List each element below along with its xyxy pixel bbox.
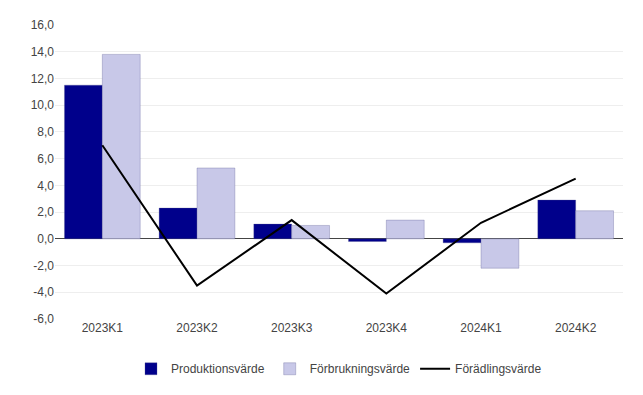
svg-text:2024K1: 2024K1 (460, 321, 502, 335)
svg-text:2024K2: 2024K2 (555, 321, 597, 335)
svg-text:-2,0: -2,0 (33, 259, 54, 273)
svg-text:6,0: 6,0 (37, 152, 54, 166)
svg-text:4,0: 4,0 (37, 179, 54, 193)
svg-text:2023K3: 2023K3 (271, 321, 313, 335)
svg-text:Produktionsvärde: Produktionsvärde (171, 362, 265, 376)
svg-text:0,0: 0,0 (37, 232, 54, 246)
svg-text:Förbrukningsvärde: Förbrukningsvärde (310, 362, 410, 376)
svg-text:8,0: 8,0 (37, 125, 54, 139)
svg-text:2023K1: 2023K1 (82, 321, 124, 335)
svg-text:14,0: 14,0 (31, 45, 55, 59)
svg-text:16,0: 16,0 (31, 18, 55, 32)
svg-text:10,0: 10,0 (31, 98, 55, 112)
svg-text:-4,0: -4,0 (33, 285, 54, 299)
svg-text:12,0: 12,0 (31, 72, 55, 86)
svg-text:-6,0: -6,0 (33, 312, 54, 326)
svg-text:2023K4: 2023K4 (366, 321, 408, 335)
svg-text:2,0: 2,0 (37, 205, 54, 219)
svg-text:Förädlingsvärde: Förädlingsvärde (455, 362, 541, 376)
svg-text:2023K2: 2023K2 (176, 321, 218, 335)
